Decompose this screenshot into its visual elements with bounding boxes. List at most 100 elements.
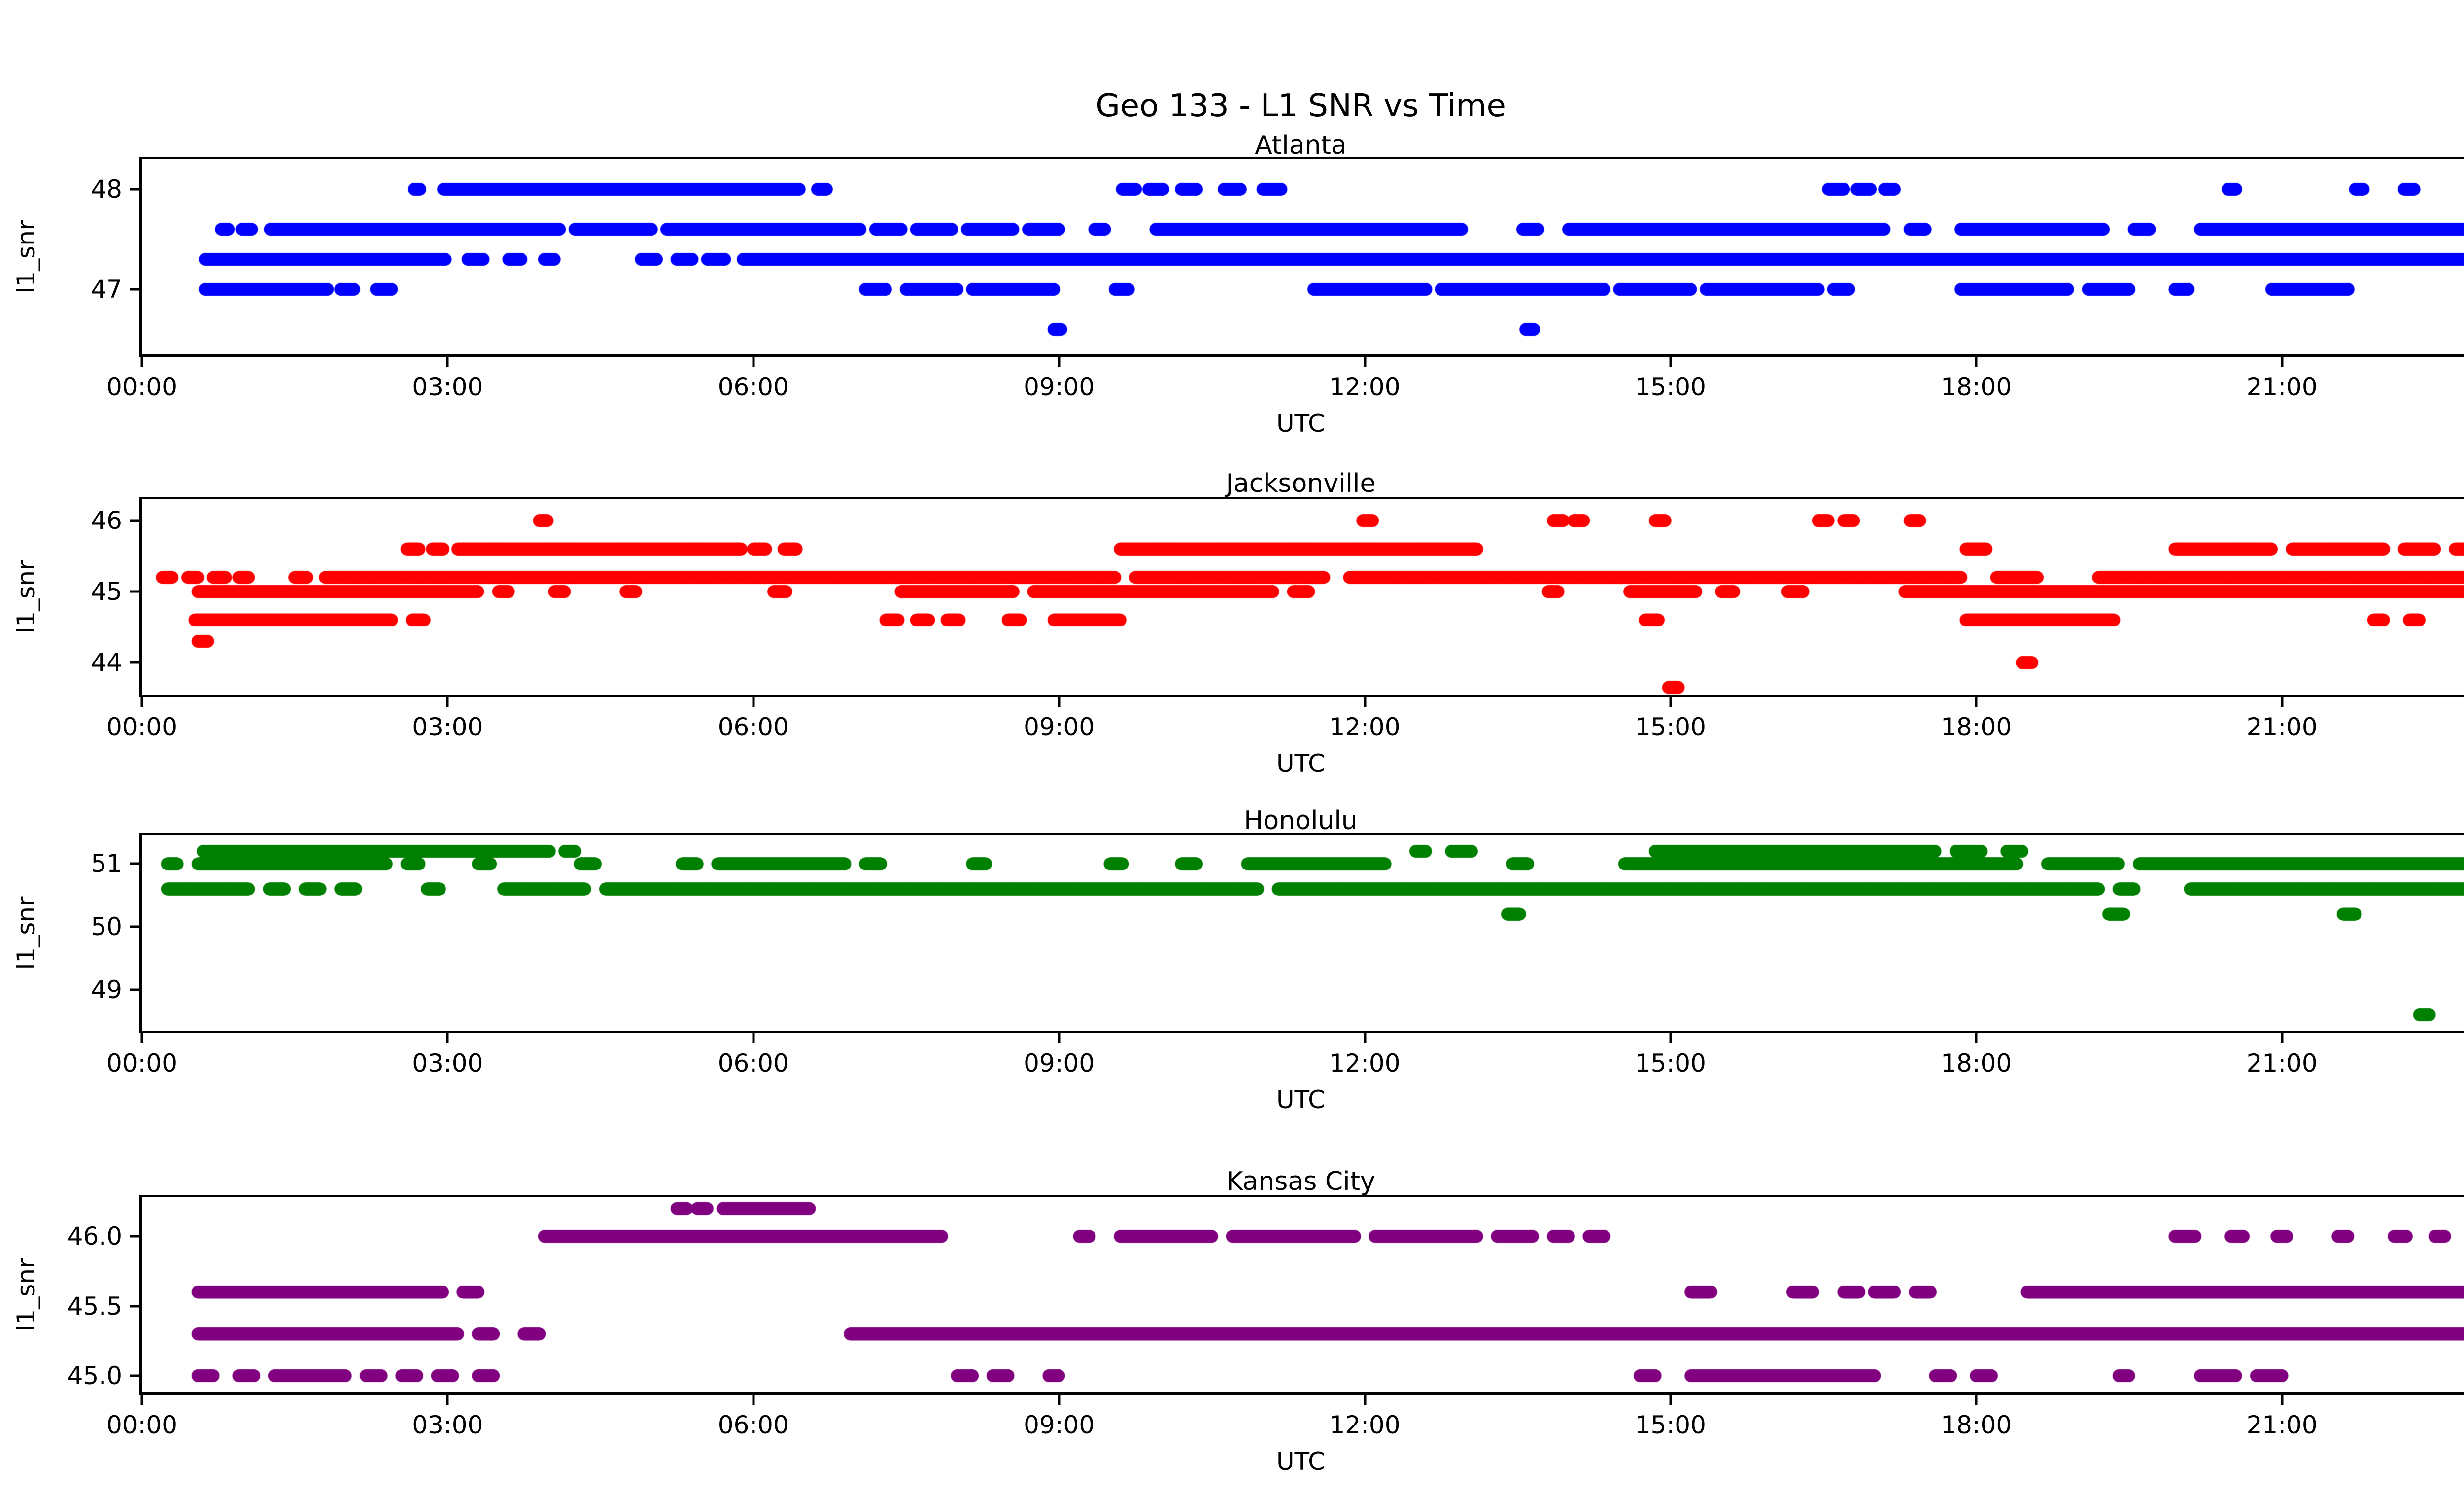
- y-tick-label: 49: [91, 975, 122, 1004]
- y-tick-label: 45.0: [67, 1361, 122, 1391]
- x-tick-label: 12:00: [1329, 713, 1401, 741]
- panel-title: Jacksonville: [1226, 469, 1376, 498]
- panel-title: Honolulu: [1244, 806, 1358, 835]
- y-axis-label: l1_snr: [12, 896, 40, 970]
- scatter-plot-area: [142, 499, 2464, 695]
- x-tick-label: 18:00: [1941, 373, 2012, 401]
- x-tick-mark: [1364, 1395, 1366, 1405]
- y-tick-label: 50: [91, 912, 122, 941]
- x-tick-label: 21:00: [2246, 373, 2318, 401]
- x-tick-mark: [1975, 1033, 1978, 1043]
- panel-title: Kansas City: [1226, 1167, 1375, 1196]
- y-axis-label: l1_snr: [12, 560, 40, 634]
- scatter-plot-area: [142, 835, 2464, 1031]
- x-tick-label: 09:00: [1024, 713, 1095, 741]
- x-tick-label: 00:00: [106, 1049, 178, 1078]
- x-tick-mark: [446, 1033, 449, 1043]
- y-tick-label: 51: [91, 849, 122, 878]
- x-tick-label: 18:00: [1941, 713, 2012, 741]
- x-tick-label: 06:00: [718, 1049, 789, 1078]
- y-tick-mark: [130, 988, 139, 991]
- x-tick-mark: [1669, 697, 1672, 707]
- x-tick-mark: [752, 697, 755, 707]
- figure-title-line1: Geo 133 - L1 SNR vs Time: [1095, 88, 1506, 124]
- x-tick-label: 09:00: [1024, 373, 1095, 401]
- x-tick-label: 15:00: [1635, 1411, 1706, 1439]
- x-tick-mark: [752, 1395, 755, 1405]
- y-tick-label: 46.0: [67, 1222, 122, 1251]
- x-tick-label: 00:00: [106, 1411, 178, 1439]
- scatter-plot-area: [142, 1197, 2464, 1392]
- x-tick-label: 18:00: [1941, 1049, 2012, 1078]
- x-tick-mark: [752, 357, 755, 367]
- x-tick-mark: [1364, 357, 1366, 367]
- x-tick-label: 06:00: [718, 713, 789, 741]
- x-tick-label: 06:00: [718, 373, 789, 401]
- y-tick-label: 46: [91, 506, 122, 535]
- x-tick-mark: [446, 1395, 449, 1405]
- x-tick-label: 12:00: [1329, 1049, 1401, 1078]
- x-tick-mark: [2281, 697, 2284, 707]
- y-axis-label: l1_snr: [12, 1258, 40, 1332]
- x-tick-mark: [1364, 1033, 1366, 1043]
- y-tick-mark: [130, 1235, 139, 1238]
- x-tick-label: 06:00: [718, 1411, 789, 1439]
- y-tick-label: 44: [91, 648, 122, 677]
- x-axis-label: UTC: [1276, 749, 1326, 778]
- x-tick-label: 03:00: [412, 1049, 483, 1078]
- y-tick-mark: [130, 519, 139, 522]
- y-tick-label: 45: [91, 577, 122, 606]
- x-tick-label: 18:00: [1941, 1411, 2012, 1439]
- x-tick-mark: [140, 1033, 143, 1043]
- x-tick-label: 15:00: [1635, 373, 1706, 401]
- x-tick-mark: [1975, 1395, 1978, 1405]
- panel-title: Atlanta: [1255, 131, 1347, 160]
- x-tick-mark: [2281, 1033, 2284, 1043]
- x-tick-mark: [1058, 1395, 1061, 1405]
- x-tick-label: 12:00: [1329, 373, 1401, 401]
- x-tick-label: 00:00: [106, 373, 178, 401]
- x-tick-label: 00:00: [106, 713, 178, 741]
- x-tick-label: 21:00: [2246, 713, 2318, 741]
- x-tick-label: 21:00: [2246, 1411, 2318, 1439]
- x-tick-mark: [140, 1395, 143, 1405]
- x-tick-mark: [446, 697, 449, 707]
- x-tick-label: 03:00: [412, 373, 483, 401]
- x-tick-label: 03:00: [412, 713, 483, 741]
- scatter-plot-area: [142, 159, 2464, 354]
- x-tick-mark: [1058, 357, 1061, 367]
- y-tick-mark: [130, 661, 139, 664]
- x-tick-mark: [140, 697, 143, 707]
- x-tick-label: 12:00: [1329, 1411, 1401, 1439]
- y-tick-mark: [130, 925, 139, 928]
- y-axis-label: l1_snr: [12, 220, 40, 294]
- y-tick-mark: [130, 288, 139, 291]
- y-tick-mark: [130, 590, 139, 593]
- x-tick-label: 21:00: [2246, 1049, 2318, 1078]
- x-tick-label: 15:00: [1635, 1049, 1706, 1078]
- x-tick-mark: [752, 1033, 755, 1043]
- x-tick-mark: [1669, 1033, 1672, 1043]
- y-tick-label: 47: [91, 275, 122, 304]
- x-tick-mark: [1975, 697, 1978, 707]
- x-tick-mark: [1669, 357, 1672, 367]
- x-tick-label: 09:00: [1024, 1411, 1095, 1439]
- y-tick-label: 48: [91, 174, 122, 204]
- y-tick-mark: [130, 862, 139, 865]
- x-axis-label: UTC: [1276, 409, 1326, 438]
- y-tick-mark: [130, 1374, 139, 1377]
- x-tick-mark: [2281, 357, 2284, 367]
- x-tick-mark: [140, 357, 143, 367]
- x-tick-mark: [1058, 697, 1061, 707]
- y-tick-label: 45.5: [67, 1291, 122, 1321]
- x-tick-mark: [1364, 697, 1366, 707]
- x-axis-label: UTC: [1276, 1085, 1326, 1114]
- x-tick-mark: [2281, 1395, 2284, 1405]
- x-axis-label: UTC: [1276, 1447, 1326, 1476]
- x-tick-mark: [1975, 357, 1978, 367]
- x-tick-mark: [1669, 1395, 1672, 1405]
- x-tick-label: 03:00: [412, 1411, 483, 1439]
- x-tick-label: 09:00: [1024, 1049, 1095, 1078]
- y-tick-mark: [130, 1305, 139, 1308]
- x-tick-mark: [1058, 1033, 1061, 1043]
